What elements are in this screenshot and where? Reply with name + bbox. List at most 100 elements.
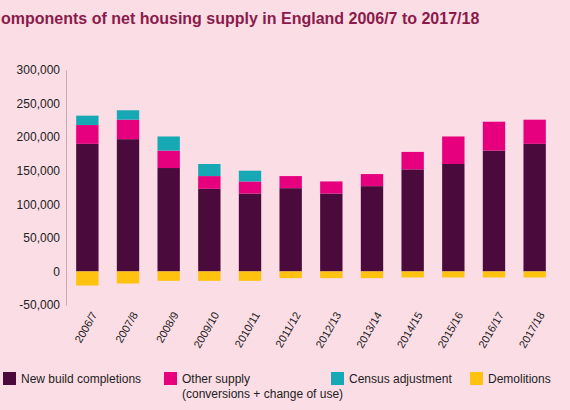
bar-segment	[117, 271, 139, 283]
legend-label: Demolitions	[488, 372, 551, 386]
x-tick: 2008/9	[154, 305, 181, 345]
y-axis-line	[66, 71, 67, 306]
bar-segment	[401, 271, 423, 277]
x-tick-label: 2017/18	[516, 310, 546, 350]
y-tick-label: -50,000	[19, 298, 60, 312]
bar-segment	[279, 271, 301, 278]
x-tick: 2014/15	[394, 305, 424, 350]
y-tick: 50,000	[23, 231, 66, 245]
x-tick-label: 2011/12	[273, 310, 303, 350]
bar-segment	[483, 151, 505, 272]
y-tick: 0	[53, 265, 66, 279]
y-tick: -50,000	[19, 298, 66, 312]
legend-item: Demolitions	[470, 372, 551, 386]
x-tick-label: 2010/11	[232, 310, 262, 350]
bar-segment	[239, 194, 261, 272]
bars	[76, 110, 546, 285]
bar-segment	[239, 271, 261, 280]
y-tick-label: 100,000	[17, 198, 61, 212]
bar-segment	[157, 136, 179, 150]
bar-segment	[198, 271, 220, 280]
y-tick: 300,000	[17, 63, 66, 77]
bar-segment	[198, 189, 220, 272]
legend-swatch	[470, 372, 483, 385]
legend-item: Census adjustment	[331, 372, 452, 386]
bar-segment	[117, 120, 139, 139]
y-tick: 250,000	[17, 97, 66, 111]
bar-segment	[239, 181, 261, 193]
y-axis: -50,000 0 50,000 100,000 150,000 200,000 250,0…	[17, 63, 67, 312]
bar-segment	[523, 271, 545, 277]
x-tick-label: 2008/9	[154, 310, 181, 345]
x-tick: 2013/14	[354, 305, 384, 350]
background	[0, 0, 570, 410]
x-tick-label: 2015/16	[435, 310, 465, 350]
y-tick-label: 250,000	[17, 97, 61, 111]
bar-segment	[483, 271, 505, 277]
x-tick-label: 2013/14	[354, 310, 384, 350]
y-tick-label: 300,000	[17, 63, 61, 77]
bar-segment	[401, 169, 423, 271]
legend: New build completions Other supply (conve…	[3, 372, 551, 401]
bar-segment	[76, 144, 98, 272]
y-tick-label: 50,000	[23, 231, 60, 245]
y-tick-label: 200,000	[17, 130, 61, 144]
bar-segment	[76, 125, 98, 144]
bar-segment	[483, 122, 505, 151]
bar-segment	[198, 176, 220, 189]
x-tick: 2010/11	[232, 305, 262, 349]
bar-segment	[279, 188, 301, 271]
bar-segment	[76, 271, 98, 285]
x-tick-label: 2014/15	[394, 310, 424, 350]
bar-segment	[198, 164, 220, 176]
bar-segment	[361, 271, 383, 278]
legend-label: New build completions	[21, 372, 141, 386]
x-tick-label: 2007/8	[113, 310, 140, 345]
legend-swatch	[331, 372, 344, 385]
x-tick: 2009/10	[191, 305, 221, 350]
bar-segment	[361, 186, 383, 271]
bar-segment	[320, 194, 342, 272]
legend-label: Census adjustment	[349, 372, 452, 386]
x-tick-label: 2009/10	[191, 310, 221, 350]
x-axis: 2006/7 2007/8 2008/9 2009/10 2010/11 2011/12 2…	[72, 305, 547, 350]
x-tick: 2006/7	[72, 305, 99, 345]
legend-label: Other supply (conversions + change of us…	[182, 372, 343, 401]
bar-segment	[442, 136, 464, 164]
bar-segment	[279, 176, 301, 188]
x-tick-label: 2016/17	[476, 310, 506, 350]
x-tick: 2017/18	[516, 305, 546, 350]
legend-item: Other supply (conversions + change of us…	[164, 372, 343, 401]
y-tick: 100,000	[17, 198, 66, 212]
bar-segment	[76, 116, 98, 125]
bar-segment	[442, 271, 464, 277]
title: omponents of net housing supply in Engla…	[1, 10, 479, 27]
bar-segment	[320, 271, 342, 278]
y-tick: 150,000	[17, 164, 66, 178]
x-tick: 2015/16	[435, 305, 465, 350]
bar-segment	[157, 151, 179, 168]
legend-swatch	[3, 372, 16, 385]
x-tick: 2016/17	[476, 305, 506, 350]
x-tick: 2011/12	[273, 305, 303, 349]
y-tick-label: 150,000	[17, 164, 61, 178]
y-tick: 200,000	[17, 130, 66, 144]
bar-segment	[523, 120, 545, 144]
legend-swatch	[164, 372, 177, 385]
bar-segment	[401, 152, 423, 169]
x-tick: 2007/8	[113, 305, 140, 345]
bar-segment	[361, 174, 383, 186]
legend-item: New build completions	[3, 372, 141, 386]
bar-segment	[442, 164, 464, 271]
bar-segment	[523, 144, 545, 272]
bar-segment	[157, 271, 179, 280]
bar-segment	[320, 181, 342, 193]
chart: omponents of net housing supply in Engla…	[0, 0, 570, 410]
bar-segment	[117, 139, 139, 271]
x-tick: 2012/13	[313, 305, 343, 350]
y-tick-label: 0	[53, 265, 60, 279]
bar-segment	[117, 110, 139, 119]
bar-segment	[239, 171, 261, 182]
bar-segment	[157, 168, 179, 271]
x-tick-label: 2006/7	[72, 310, 99, 345]
